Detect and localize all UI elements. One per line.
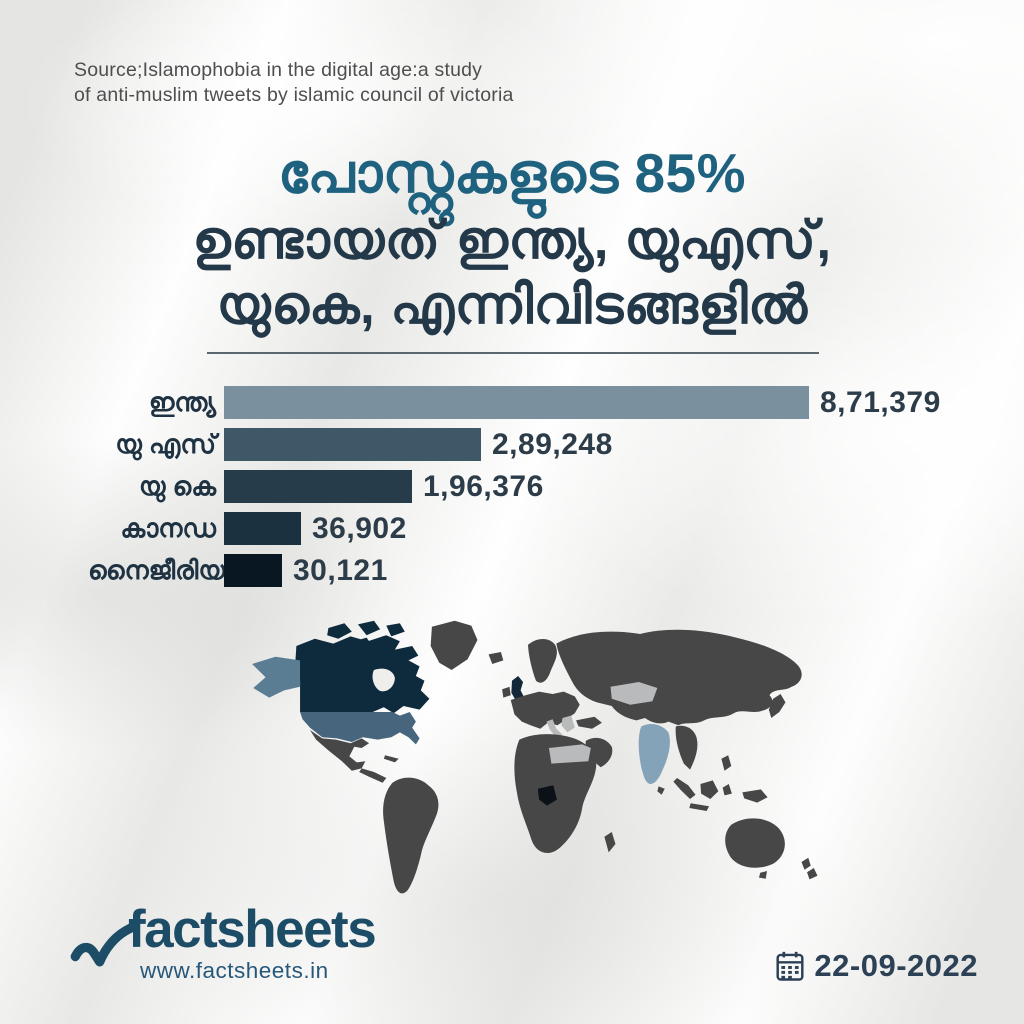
bar-value-canada: 36,902 [312, 511, 407, 545]
map-region-cuba [383, 755, 399, 763]
map-region-australia [725, 818, 785, 868]
map-region-mexico [309, 730, 370, 771]
map-region-italy [546, 719, 563, 739]
source-line-2: of anti-muslim tweets by islamic council… [74, 84, 514, 107]
checkmark-icon [70, 922, 136, 967]
bar-value-nigeria: 30,121 [293, 553, 388, 587]
bar-chart: ഇന്ത്യ 8,71,379 യു എസ് 2,89,248 യു കെ 1,… [88, 386, 958, 596]
bar-label-us: യു എസ് [115, 428, 216, 459]
bar-label-nigeria: നൈജീരിയ [88, 554, 225, 585]
map-region-turkey [576, 716, 602, 729]
bar-canada [224, 512, 301, 545]
map-region-greenland [430, 620, 478, 670]
source-line-1: Source;Islamophobia in the digital age:a… [74, 59, 483, 81]
map-region-philippines [721, 755, 732, 771]
headline-line-3: യുകെ, എന്നിവിടങ്ങളിൽ [216, 275, 808, 335]
map-region-sri-lanka [657, 786, 665, 795]
map-region-nigeria [537, 785, 557, 806]
bar-label-canada: കാനഡ [120, 512, 216, 543]
bar-label-uk: യു കെ [138, 470, 216, 501]
bar-row-canada: കാനഡ 36,902 [88, 512, 958, 545]
map-region-north-africa-light [548, 744, 591, 764]
bar-row-india: ഇന്ത്യ 8,71,379 [88, 386, 958, 419]
map-region-central-america [359, 768, 387, 783]
map-region-uk [511, 676, 525, 702]
map-region-scandinavia [527, 638, 557, 683]
map-region-central-asia [610, 682, 658, 705]
map-region-japan [768, 694, 786, 718]
map-region-borneo [700, 780, 719, 799]
headline: പോസ്റ്റുകളുടെ 85% ഉണ്ടായത് ഇന്ത്യ, യുഎസ്… [0, 140, 1024, 338]
map-region-canada-arctic-islands [327, 620, 405, 649]
bar-row-uk: യു കെ 1,96,376 [88, 470, 958, 503]
date-text: 22-09-2022 [814, 948, 978, 983]
bar-label-india: ഇന്ത്യ [148, 386, 216, 417]
map-region-sumatra [673, 778, 696, 799]
map-region-ireland [502, 686, 511, 698]
bar-india [224, 386, 809, 419]
headline-line-1: പോസ്റ്റുകളുടെ 85% [277, 142, 747, 204]
map-region-russia-asia [556, 629, 802, 726]
map-region-indochina [675, 725, 698, 770]
map-region-hudson-bay [372, 668, 395, 692]
map-region-tasmania [758, 871, 767, 879]
bar-value-uk: 1,96,376 [423, 469, 544, 503]
map-region-canada [295, 635, 430, 714]
bar-row-nigeria: നൈജീരിയ 30,121 [88, 554, 958, 587]
map-region-south-america [383, 777, 439, 894]
bar-value-india: 8,71,379 [820, 385, 941, 419]
map-region-balkans [561, 715, 575, 733]
map-region-usa [300, 712, 420, 745]
date-badge: 22-09-2022 [775, 948, 978, 984]
logo-website: www.factsheets.in [140, 958, 329, 983]
map-region-india [638, 723, 670, 784]
source-attribution: Source;Islamophobia in the digital age:a… [74, 58, 514, 109]
headline-line-2: ഉണ്ടായത് ഇന്ത്യ, യുഎസ്, [192, 210, 832, 270]
bar-value-us: 2,89,248 [492, 427, 613, 461]
logo-wordmark: factsheets [128, 900, 377, 959]
map-region-madagascar [604, 832, 616, 853]
factsheets-logo: factsheets www.factsheets.in [70, 900, 400, 998]
bar-row-us: യു എസ് 2,89,248 [88, 428, 958, 461]
bar-nigeria [224, 554, 282, 587]
map-region-alaska [252, 656, 301, 698]
calendar-icon [776, 951, 804, 981]
map-region-java [689, 803, 710, 811]
map-region-new-guinea [742, 789, 768, 803]
bar-us [224, 428, 481, 461]
map-region-iceland [488, 652, 504, 664]
divider-line [207, 352, 819, 354]
map-region-new-zealand [801, 857, 818, 880]
map-region-sulawesi [722, 784, 732, 796]
world-map [236, 610, 852, 910]
bar-uk [224, 470, 412, 503]
